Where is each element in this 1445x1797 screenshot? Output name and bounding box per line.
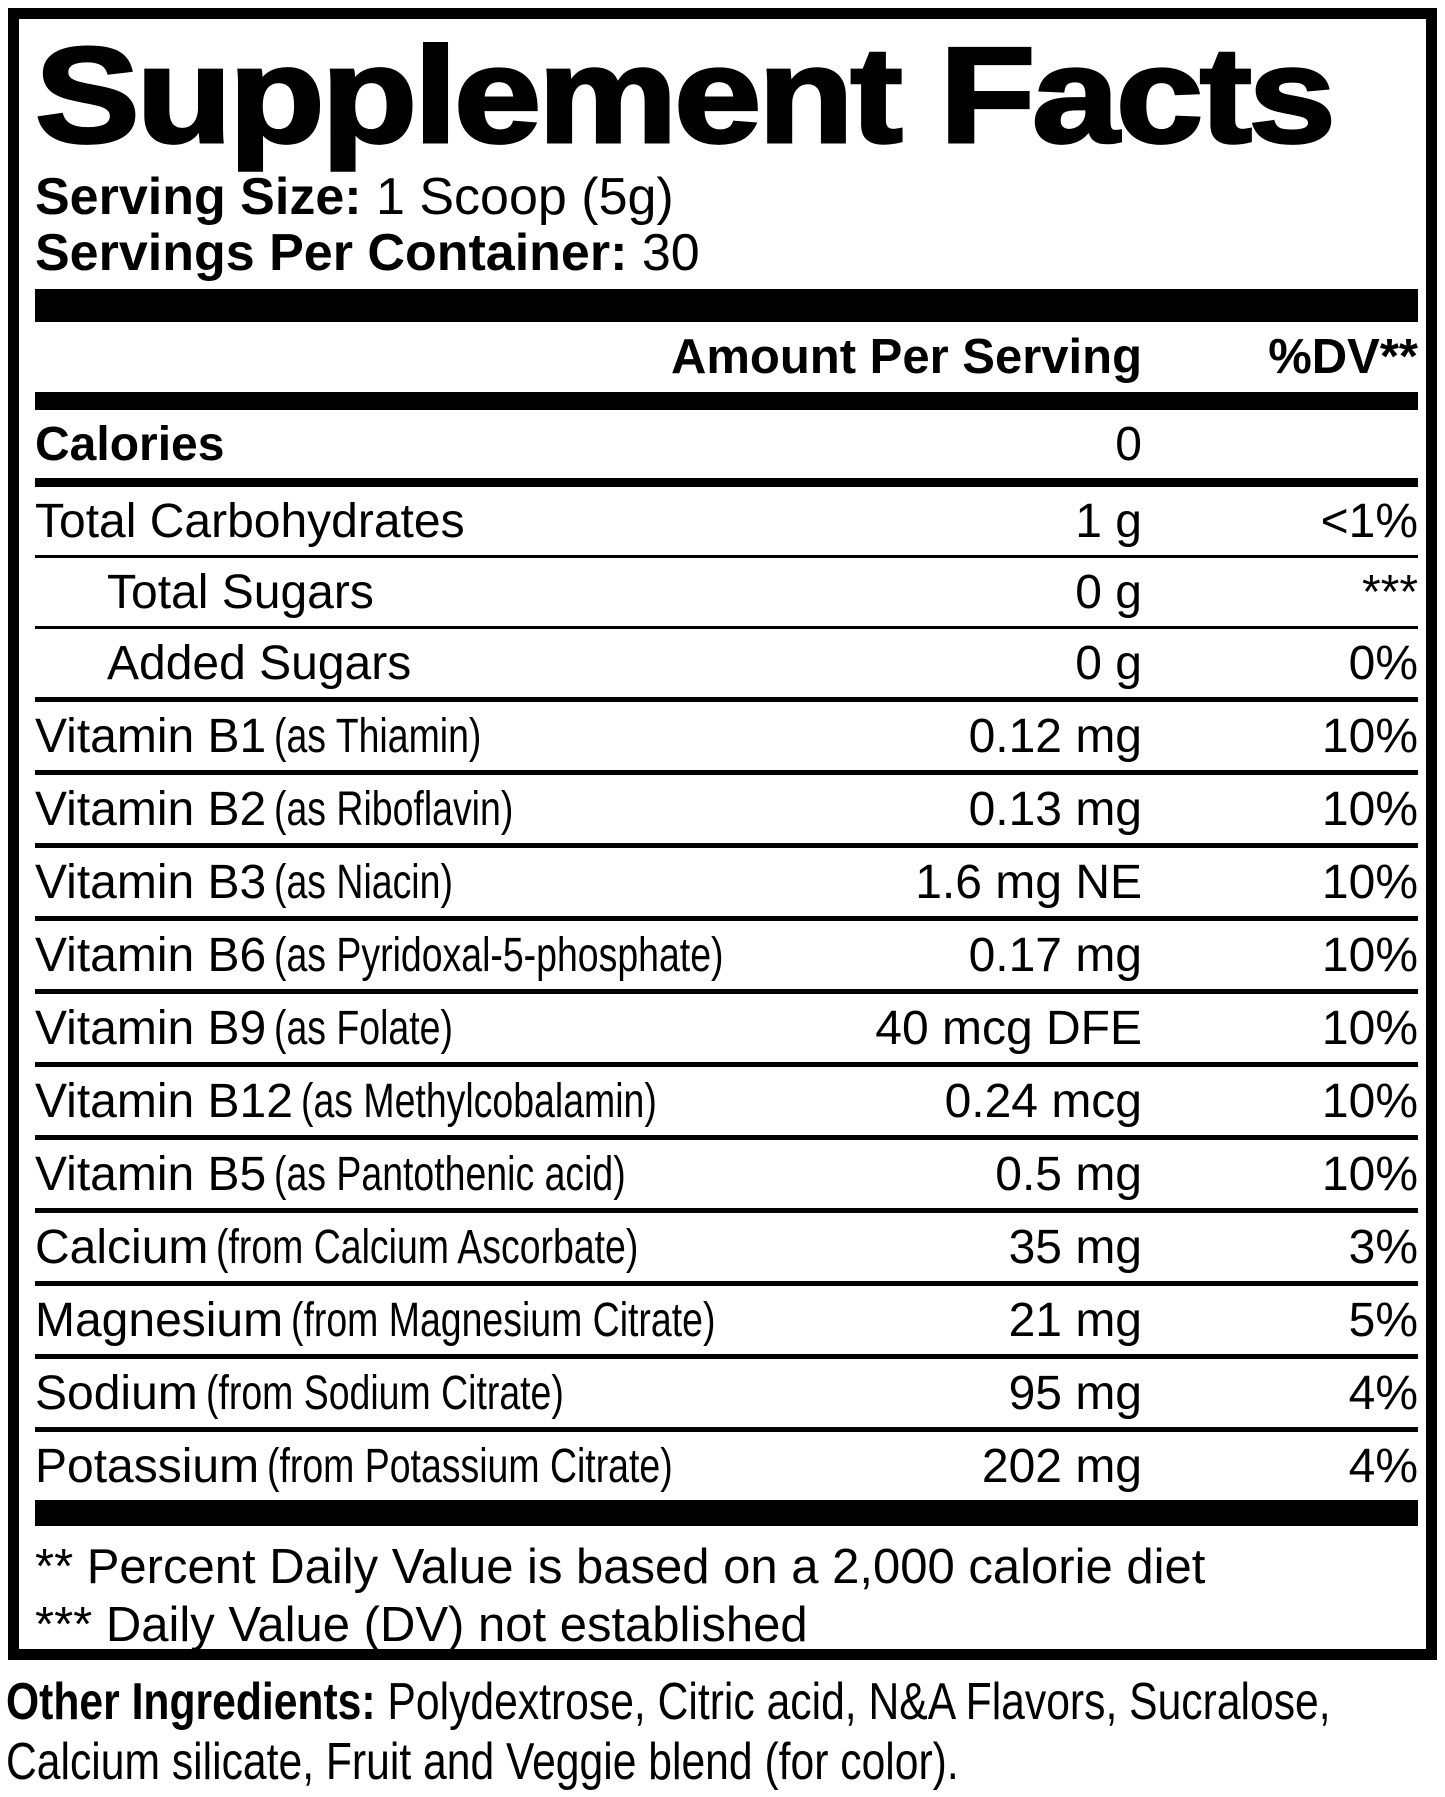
nutrient-dv: 10% [1321,928,1418,982]
nutrient-detail: (as Methylcobalamin) [300,1074,657,1128]
nutrient-detail: (from Potassium Citrate) [267,1439,673,1493]
nutrient-amount: 202 mg [981,1439,1142,1493]
nutrient-name: Total Sugars [107,565,374,619]
nutrient-amount: 40 mcg DFE [875,1001,1142,1055]
other-ingredients-text: Polydextrose, Citric acid, N&A Flavors, … [6,1673,1331,1791]
other-ingredients: Other Ingredients: Polydextrose, Citric … [6,1672,1445,1792]
nutrient-detail: (as Riboflavin) [274,782,514,836]
nutrient-amount: 1.6 mg NE [915,855,1142,909]
supplement-facts-panel: Supplement Facts Serving Size: 1 Scoop (… [8,8,1437,1660]
servings-per-container-label: Servings Per Container: [35,224,628,282]
nutrient-dv: 10% [1321,782,1418,836]
nutrient-dv: 10% [1321,1147,1418,1201]
nutrient-amount: 0 [1115,417,1142,471]
servings-per-container-value: 30 [627,224,700,282]
nutrient-detail: (from Magnesium Citrate) [291,1293,716,1347]
nutrient-name: Potassium [35,1439,260,1493]
nutrient-dv: 0% [1348,636,1418,690]
separator-bar-header [35,392,1418,410]
footnotes: ** Percent Daily Value is based on a 2,0… [35,1526,1418,1654]
nutrient-amount: 1 g [1075,494,1142,548]
nutrient-amount: 0.5 mg [995,1147,1142,1201]
nutrient-row-vitamin-b9: Vitamin B9 (as Folate) 40 mcg DFE 10% [35,994,1418,1067]
nutrient-name: Vitamin B5 [35,1147,267,1201]
nutrient-row-vitamin-b1: Vitamin B1 (as Thiamin) 0.12 mg 10% [35,702,1418,775]
nutrient-name: Magnesium [35,1293,284,1347]
nutrient-dv: 4% [1348,1439,1418,1493]
nutrient-name: Vitamin B3 [35,855,267,909]
nutrient-dv: 10% [1321,709,1418,763]
serving-size-line: Serving Size: 1 Scoop (5g) [35,169,1418,225]
panel-title: Supplement Facts [33,19,1337,171]
nutrient-amount: 0 g [1075,636,1142,690]
nutrient-row-calories: Calories 0 [35,410,1418,487]
column-header-row: Amount Per Serving %DV** [35,322,1418,392]
nutrient-amount: 0.24 mcg [944,1074,1142,1128]
nutrient-dv: 3% [1348,1220,1418,1274]
nutrient-detail: (as Thiamin) [274,709,482,763]
nutrient-dv: <1% [1320,494,1418,548]
serving-size-label: Serving Size: [35,168,362,226]
nutrient-amount: 0.13 mg [968,782,1142,836]
nutrient-amount: 0.17 mg [968,928,1142,982]
nutrient-row-added-sugars: Added Sugars 0 g 0% [35,629,1418,702]
nutrient-row-vitamin-b2: Vitamin B2 (as Riboflavin) 0.13 mg 10% [35,775,1418,848]
nutrient-row-vitamin-b12: Vitamin B12 (as Methylcobalamin) 0.24 mcg… [35,1067,1418,1140]
footnote-dv-not-established: *** Daily Value (DV) not established [35,1598,808,1652]
other-ingredients-label: Other Ingredients: [6,1673,376,1731]
nutrient-dv: 5% [1348,1293,1418,1347]
nutrient-dv: 10% [1321,1074,1418,1128]
nutrient-name: Vitamin B2 [35,782,267,836]
nutrient-row-vitamin-b5: Vitamin B5 (as Pantothenic acid) 0.5 mg 1… [35,1140,1418,1213]
nutrient-name: Calcium [35,1220,209,1274]
serving-size-value: 1 Scoop (5g) [361,168,674,226]
nutrient-row-magnesium: Magnesium (from Magnesium Citrate) 21 mg … [35,1286,1418,1359]
servings-per-container-line: Servings Per Container: 30 [35,225,1418,281]
nutrient-row-potassium: Potassium (from Potassium Citrate) 202 mg… [35,1432,1418,1500]
nutrient-amount: 95 mg [1008,1366,1142,1420]
serving-info: Serving Size: 1 Scoop (5g) Servings Per … [35,169,1418,281]
nutrient-name: Vitamin B12 [35,1074,293,1128]
nutrient-row-total-sugars: Total Sugars 0 g *** [35,558,1418,629]
nutrient-detail: (as Pyridoxal-5-phosphate) [274,928,724,982]
nutrient-amount: 0.12 mg [968,709,1142,763]
nutrient-dv: *** [1361,565,1418,619]
nutrient-name: Added Sugars [107,636,412,690]
nutrient-row-vitamin-b6: Vitamin B6 (as Pyridoxal-5-phosphate) 0.1… [35,921,1418,994]
nutrient-amount: 0 g [1075,565,1142,619]
nutrient-row-total-carbohydrates: Total Carbohydrates 1 g <1% [35,487,1418,558]
percent-dv-header: %DV** [1268,330,1418,384]
nutrient-dv: 10% [1321,855,1418,909]
nutrient-detail: (from Calcium Ascorbate) [216,1220,639,1274]
nutrient-dv: 10% [1321,1001,1418,1055]
nutrient-row-vitamin-b3: Vitamin B3 (as Niacin) 1.6 mg NE 10% [35,848,1418,921]
nutrient-name: Calories [35,417,225,471]
nutrient-dv: 4% [1348,1366,1418,1420]
nutrient-detail: (from Sodium Citrate) [205,1366,564,1420]
nutrient-name: Vitamin B6 [35,928,267,982]
nutrient-row-calcium: Calcium (from Calcium Ascorbate) 35 mg 3% [35,1213,1418,1286]
separator-bar-bottom [35,1500,1418,1526]
separator-bar-top [35,289,1418,322]
nutrient-row-sodium: Sodium (from Sodium Citrate) 95 mg 4% [35,1359,1418,1432]
nutrient-name: Vitamin B9 [35,1001,267,1055]
nutrient-detail: (as Folate) [274,1001,454,1055]
nutrient-amount: 35 mg [1008,1220,1142,1274]
nutrient-name: Vitamin B1 [35,709,267,763]
nutrient-name: Total Carbohydrates [35,494,465,548]
amount-per-serving-header: Amount Per Serving [670,330,1142,384]
footnote-dv-basis: ** Percent Daily Value is based on a 2,0… [35,1540,1206,1594]
nutrient-name: Sodium [35,1366,198,1420]
nutrient-detail: (as Niacin) [274,855,454,909]
nutrient-detail: (as Pantothenic acid) [274,1147,626,1201]
nutrient-amount: 21 mg [1008,1293,1142,1347]
